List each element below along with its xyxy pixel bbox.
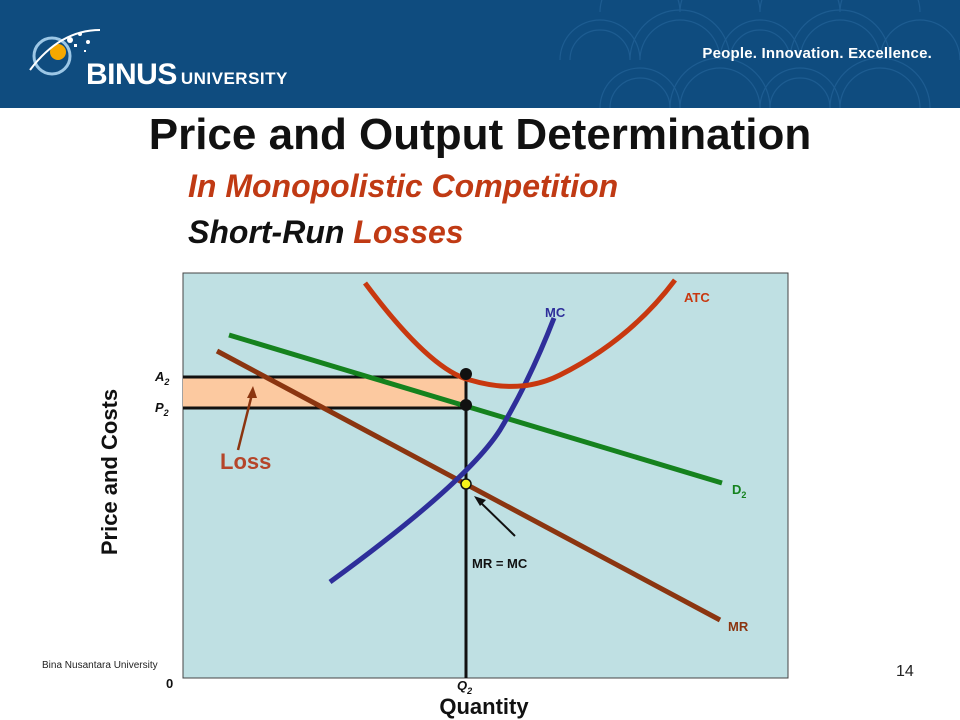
p2-label: P2 bbox=[155, 400, 169, 418]
p2-main: P bbox=[155, 400, 164, 415]
mr-mc-point bbox=[460, 478, 472, 490]
y-axis-label: Price and Costs bbox=[97, 388, 122, 556]
atc-curve bbox=[362, 278, 677, 389]
q2-main: Q bbox=[457, 678, 467, 693]
subtitle-highlight: Losses bbox=[353, 214, 464, 250]
slide-subtitle-2: Short-Run Losses bbox=[188, 214, 464, 251]
mc-curve bbox=[328, 317, 557, 585]
a2-label: A2 bbox=[154, 369, 169, 387]
a2-main: A bbox=[154, 369, 164, 384]
brand-sub: UNIVERSITY bbox=[180, 69, 288, 88]
tagline: People. Innovation. Excellence. bbox=[702, 45, 932, 62]
brand-main: BINUS bbox=[86, 58, 177, 91]
subtitle-prefix: Short-Run bbox=[188, 214, 354, 250]
header-pattern bbox=[29, 0, 960, 108]
a2-sub: 2 bbox=[163, 377, 169, 387]
q2-sub: 2 bbox=[466, 686, 472, 696]
demand-label: D2 bbox=[732, 482, 746, 500]
footer-org: Bina Nusantara University bbox=[42, 660, 158, 671]
demand-label-main: D bbox=[732, 482, 741, 497]
origin-label: 0 bbox=[166, 676, 173, 691]
mr-label: MR bbox=[728, 619, 749, 634]
mc-label: MC bbox=[545, 305, 566, 320]
demand-curve bbox=[228, 332, 723, 486]
demand-point bbox=[460, 399, 472, 411]
slide-title: Price and Output Determination bbox=[148, 110, 812, 159]
mr-mc-arrow bbox=[477, 499, 516, 537]
plot-area bbox=[182, 272, 789, 679]
p2-sub: 2 bbox=[163, 408, 169, 418]
x-axis-label: Quantity bbox=[439, 694, 529, 719]
mr-mc-arrowhead bbox=[474, 496, 486, 506]
atc-label: ATC bbox=[684, 290, 710, 305]
loss-arrowhead bbox=[247, 386, 257, 398]
demand-label-sub: 2 bbox=[741, 490, 746, 500]
binus-logo-icon bbox=[29, 29, 101, 76]
q2-label: Q2 bbox=[457, 678, 472, 696]
header-banner: BINUS UNIVERSITY People. Innovation. Exce… bbox=[0, 0, 960, 108]
loss-label: Loss bbox=[220, 449, 271, 474]
brand-logo: BINUS UNIVERSITY bbox=[86, 58, 288, 92]
page-number: 14 bbox=[896, 663, 914, 680]
mr-mc-label: MR = MC bbox=[472, 556, 528, 571]
atc-point bbox=[460, 368, 472, 380]
loss-arrow bbox=[236, 393, 254, 451]
slide-subtitle: In Monopolistic Competition bbox=[188, 168, 619, 204]
